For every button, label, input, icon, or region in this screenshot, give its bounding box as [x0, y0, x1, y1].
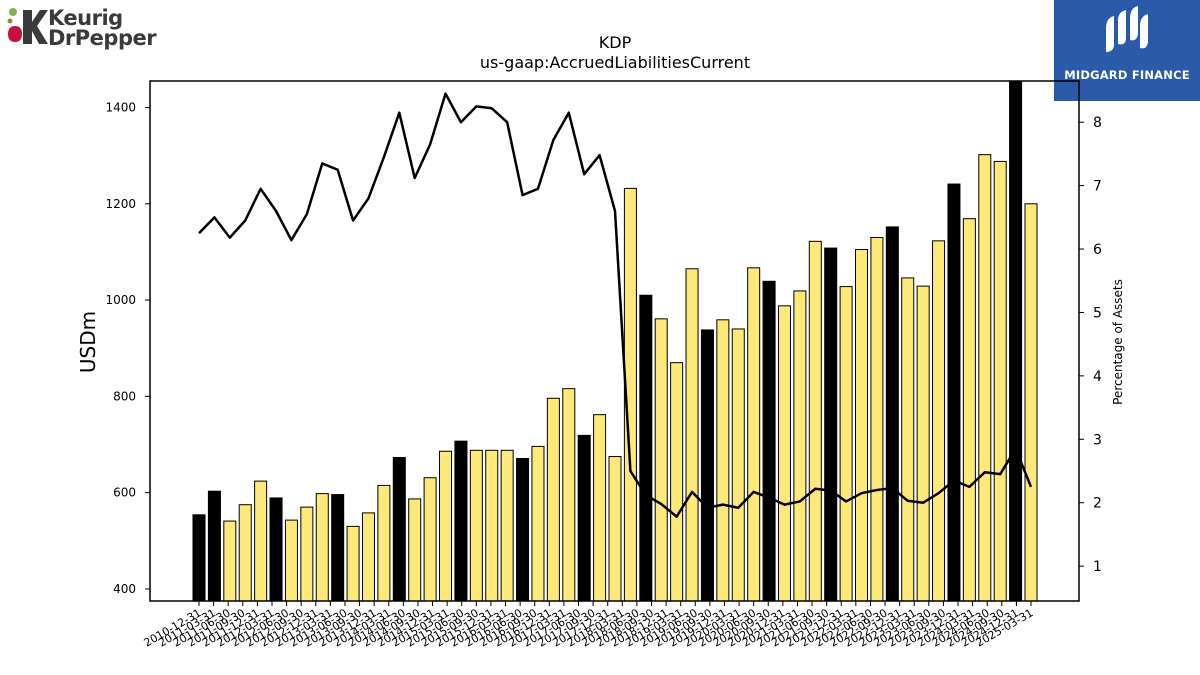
bar [978, 154, 992, 602]
y2-tick-label: 7 [1093, 179, 1102, 195]
kdp-logo-line2: DrPepper [48, 26, 157, 50]
y2-axis: 1 2 3 4 5 6 7 8 [1079, 115, 1102, 575]
bar [762, 280, 776, 602]
bar [685, 268, 699, 602]
bar [793, 290, 807, 602]
bar [439, 450, 453, 602]
bar [223, 520, 237, 602]
percentage-line [198, 92, 1033, 518]
bar [670, 362, 684, 602]
bar [408, 498, 422, 602]
midgard-logo-mark-icon [1106, 6, 1148, 52]
y-tick-label: 1000 [105, 293, 136, 307]
bar-series [192, 80, 1038, 602]
bar [331, 494, 345, 602]
y-axis: 400 600 800 1000 1200 1400 [105, 100, 150, 596]
bar [1009, 80, 1023, 602]
y-tick-label: 400 [113, 582, 136, 596]
y-tick-label: 800 [113, 389, 136, 403]
bar [608, 456, 622, 602]
chart-subtitle: us-gaap:AccruedLiabilitiesCurrent [480, 53, 750, 72]
bar [346, 525, 360, 602]
y2-tick-label: 4 [1093, 369, 1102, 385]
y2-tick-label: 8 [1093, 115, 1102, 131]
bar [885, 226, 899, 602]
bar [855, 249, 869, 602]
bar [700, 329, 714, 602]
bar [531, 445, 545, 602]
bar [947, 183, 961, 602]
bar [207, 490, 221, 602]
y2-tick-label: 3 [1093, 432, 1102, 448]
bar [546, 397, 560, 602]
bar [361, 512, 375, 602]
y2-tick-label: 5 [1093, 305, 1102, 321]
bar [315, 493, 329, 602]
bar [284, 519, 298, 602]
bar [593, 414, 607, 602]
x-axis: 2010-12-312011-03-312011-06-302011-09-30… [142, 601, 1036, 650]
bar [870, 236, 884, 602]
bar [901, 277, 915, 602]
bar [577, 434, 591, 602]
bar [824, 247, 838, 602]
y2-tick-label: 2 [1093, 496, 1102, 512]
bar [300, 506, 314, 602]
bar [993, 160, 1007, 602]
bar [192, 514, 206, 602]
y-tick-label: 1400 [105, 100, 136, 114]
bar [254, 480, 268, 602]
bar [500, 449, 514, 602]
bar [485, 449, 499, 602]
bar [716, 319, 730, 602]
plot-frame [149, 80, 1080, 602]
bar [777, 305, 791, 602]
bar [932, 240, 946, 602]
y2-tick-label: 1 [1093, 559, 1102, 575]
midgard-logo-text: MIDGARD FINANCE [1064, 68, 1190, 82]
chart-title: KDP [599, 33, 632, 52]
bar [516, 457, 530, 602]
bar [654, 318, 668, 602]
y2-tick-label: 6 [1093, 242, 1102, 258]
bar [238, 504, 252, 602]
bar [839, 286, 853, 602]
bar [562, 388, 576, 602]
bar [916, 285, 930, 602]
bar [962, 218, 976, 602]
y2-axis-label: Percentage of Assets [1111, 279, 1125, 405]
y-axis-label: USDm [76, 311, 100, 373]
y-tick-label: 600 [113, 486, 136, 500]
bar [392, 457, 406, 602]
kdp-logo-line1: Keurig [48, 6, 123, 30]
kdp-logo-mark-icon [7, 8, 48, 44]
bar [639, 294, 653, 602]
bar [808, 240, 822, 602]
y-tick-label: 1200 [105, 197, 136, 211]
bar [469, 449, 483, 602]
bar [747, 267, 761, 602]
bar [454, 440, 468, 602]
bar [377, 484, 391, 602]
bar [269, 497, 283, 602]
bar [1024, 203, 1038, 602]
keurig-dr-pepper-logo: Keurig DrPepper [4, 4, 164, 52]
bar [423, 477, 437, 602]
bar [731, 328, 745, 602]
